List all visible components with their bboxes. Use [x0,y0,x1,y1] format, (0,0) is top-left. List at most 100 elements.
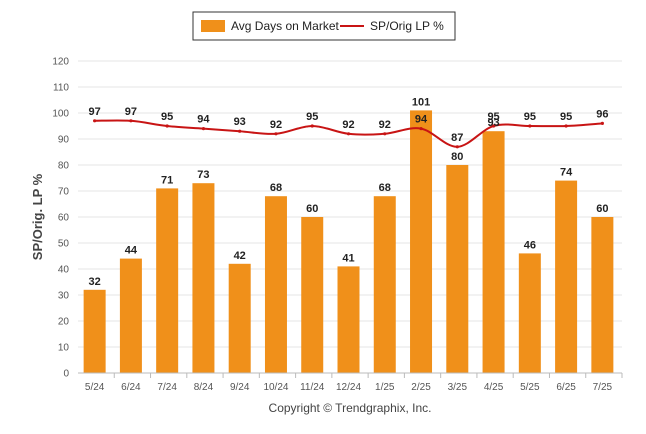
bar[interactable] [228,263,251,373]
bar-data-label: 93 [487,117,499,129]
bar-data-label: 60 [306,203,318,215]
line-data-label: 95 [560,111,572,123]
bar-layer [83,110,614,374]
bar-data-label: 68 [379,182,391,194]
bar[interactable] [555,180,578,373]
bar[interactable] [446,165,469,373]
x-tick-label: 4/25 [484,382,504,393]
x-tick-label: 8/24 [194,382,214,393]
bar-data-label: 74 [560,167,573,179]
line-point[interactable] [455,145,459,149]
legend-line-label: SP/Orig LP % [370,19,444,33]
line-point[interactable] [310,124,314,128]
y-tick-label: 40 [58,265,70,276]
x-tick-label: 12/24 [336,382,361,393]
x-tick-label: 7/25 [593,382,613,393]
bar-data-label: 101 [412,96,430,108]
line-point[interactable] [491,124,496,128]
x-tick-label: 5/24 [85,382,105,393]
bar[interactable] [83,289,106,373]
y-tick-label: 90 [58,135,70,146]
copyright-footer: Copyright © Trendgraphix, Inc. [269,401,432,415]
x-tick-label: 6/24 [121,382,141,393]
line-data-label: 97 [125,106,137,118]
line-point[interactable] [419,127,423,131]
x-tick-label: 1/25 [375,382,395,393]
bar-data-label: 32 [89,276,101,288]
line-data-label: 97 [89,106,101,118]
y-tick-label: 10 [58,343,70,354]
line-point[interactable] [165,124,169,128]
line-data-label: 87 [451,132,463,144]
x-tick-label: 5/25 [520,382,540,393]
line-data-label: 95 [306,111,318,123]
line-point[interactable] [129,119,133,123]
line-data-label: 96 [596,108,608,120]
y-tick-label: 0 [63,369,69,380]
line-data-label: 94 [415,114,428,126]
line-point[interactable] [201,127,206,131]
line-data-label: 92 [342,119,354,131]
x-tick-label: 11/24 [300,382,325,393]
bar-data-label: 44 [125,245,138,257]
line-layer [93,119,604,149]
line-point[interactable] [383,132,387,136]
bar[interactable] [192,183,215,373]
x-tick-label: 9/24 [230,382,250,393]
legend-bar-label: Avg Days on Market [231,19,339,33]
x-tick-label: 10/24 [263,382,288,393]
bar[interactable] [482,131,505,373]
x-tick-label: 3/25 [448,382,468,393]
line-data-label: 92 [379,119,391,131]
line-point[interactable] [600,121,604,125]
bar-data-label: 71 [161,174,173,186]
line-point[interactable] [238,129,242,133]
bar-data-label: 46 [524,239,536,251]
y-tick-label: 80 [58,161,70,172]
line-data-label: 95 [161,111,173,123]
bar-data-label: 60 [596,203,608,215]
line-point[interactable] [564,124,568,128]
axis-layer: 0 10 20 30 40 50 60 70 80 90 100 110 120 5/24 6/24 7/24… [52,57,623,393]
bar[interactable] [119,258,142,373]
line-point[interactable] [528,124,532,128]
line-point[interactable] [274,132,278,136]
line-data-label: 95 [524,111,536,123]
y-tick-label: 70 [58,187,70,198]
bar[interactable] [301,217,324,373]
x-tick-label: 6/25 [556,382,576,393]
y-tick-label: 120 [52,57,69,68]
y-tick-label: 110 [53,83,69,94]
bar-data-label: 42 [234,250,246,262]
line-data-label: 95 [487,111,499,123]
line-point[interactable] [346,132,351,136]
y-axis-title: SP/Orig. LP % [30,173,45,260]
bar[interactable] [591,217,614,373]
bar[interactable] [373,196,396,373]
line-data-label: 93 [234,116,246,128]
bar-data-label: 73 [197,169,209,181]
bar[interactable] [410,110,433,374]
y-tick-label: 30 [58,291,70,302]
bar-data-label: 41 [342,252,354,264]
line-data-label: 94 [197,114,210,126]
x-tick-label: 2/25 [411,382,431,393]
bar[interactable] [156,188,179,373]
line-point[interactable] [93,119,97,123]
legend[interactable]: Avg Days on Market SP/Orig LP % [192,11,456,41]
bar[interactable] [518,253,541,373]
y-tick-label: 50 [58,239,70,250]
bar[interactable] [264,196,287,373]
x-tick-label: 7/24 [157,382,177,393]
bar[interactable] [337,266,360,373]
y-tick-label: 20 [58,317,70,328]
y-tick-label: 100 [52,109,69,120]
bar-data-label: 80 [451,151,463,163]
y-tick-label: 60 [58,213,70,224]
legend-box [192,11,456,41]
legend-bar-swatch [201,20,225,32]
label-layer: 32 44 71 73 42 68 60 41 68 101 80 93 46 74 60 97 97 95 94 9… [89,96,609,287]
line-data-label: 92 [270,119,282,131]
bar-data-label: 68 [270,182,282,194]
